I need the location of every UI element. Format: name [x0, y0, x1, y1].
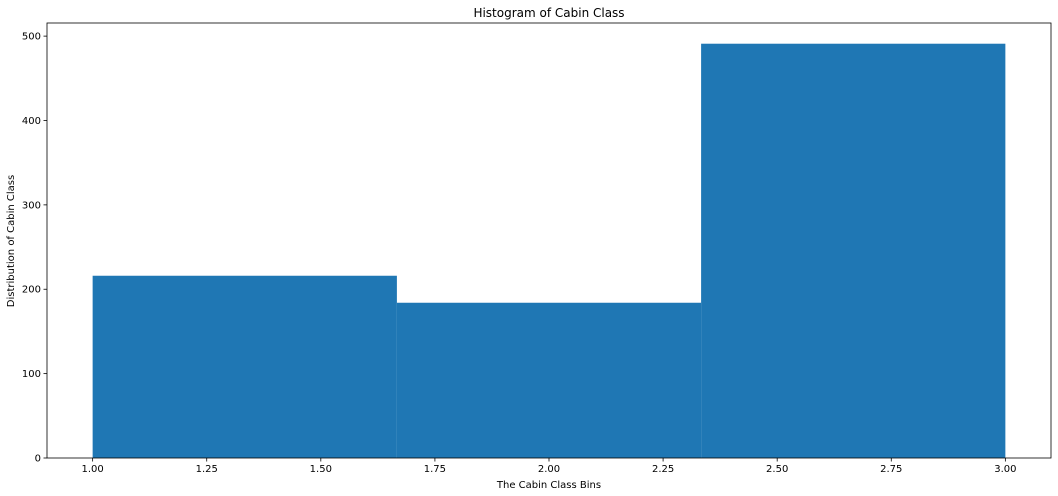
x-tick-label: 2.25 [652, 464, 674, 475]
y-tick-label: 400 [22, 116, 41, 127]
y-tick-label: 0 [35, 454, 41, 465]
x-tick-label: 1.50 [310, 464, 332, 475]
x-tick-label: 1.00 [82, 464, 104, 475]
y-axis-label: Distribution of Cabin Class [6, 175, 17, 307]
x-tick-label: 1.75 [424, 464, 446, 475]
x-tick-label: 2.00 [538, 464, 560, 475]
x-axis-label: The Cabin Class Bins [496, 480, 601, 491]
histogram-bar-3 [701, 43, 1006, 458]
chart-title: Histogram of Cabin Class [473, 6, 624, 20]
x-axis-ticks: 1.00 1.25 1.50 1.75 2.00 2.25 2.50 2.75 3.00 [82, 458, 1016, 475]
x-tick-label: 3.00 [994, 464, 1016, 475]
histogram-bar-1 [92, 275, 397, 458]
y-axis-ticks: 0 100 200 300 400 500 [22, 32, 47, 465]
y-tick-label: 300 [22, 200, 41, 211]
y-tick-label: 100 [22, 369, 41, 380]
x-tick-label: 1.25 [196, 464, 218, 475]
x-tick-label: 2.75 [880, 464, 902, 475]
y-tick-label: 200 [22, 285, 41, 296]
bars-group [92, 43, 1006, 458]
x-tick-label: 2.50 [766, 464, 788, 475]
y-tick-label: 500 [22, 32, 41, 43]
histogram-bar-2 [396, 302, 702, 458]
